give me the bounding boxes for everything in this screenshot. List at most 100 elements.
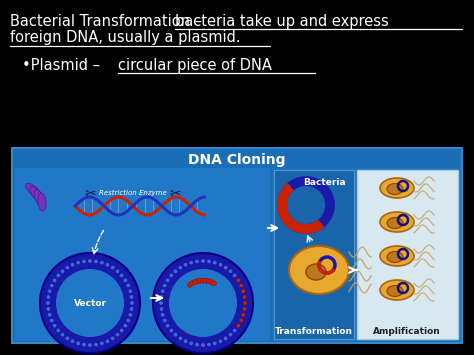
Circle shape [119, 273, 124, 278]
Text: ✂: ✂ [84, 187, 96, 201]
Circle shape [183, 339, 188, 343]
Circle shape [126, 283, 130, 288]
Circle shape [242, 307, 247, 311]
Circle shape [218, 339, 223, 343]
Circle shape [233, 328, 237, 333]
Circle shape [119, 328, 124, 333]
Circle shape [173, 333, 178, 337]
Circle shape [187, 282, 192, 287]
Circle shape [46, 301, 50, 305]
Ellipse shape [387, 184, 403, 195]
Circle shape [159, 295, 164, 299]
Text: Amplification: Amplification [373, 327, 441, 336]
Circle shape [239, 283, 244, 288]
Circle shape [82, 342, 86, 347]
Circle shape [201, 278, 206, 283]
Circle shape [224, 266, 228, 270]
Circle shape [82, 259, 86, 264]
Circle shape [241, 289, 246, 293]
Circle shape [56, 328, 61, 333]
Ellipse shape [387, 285, 403, 296]
Circle shape [60, 333, 64, 337]
Circle shape [178, 336, 182, 340]
Circle shape [70, 263, 75, 267]
Circle shape [50, 318, 54, 323]
Circle shape [56, 269, 124, 337]
Circle shape [178, 266, 182, 270]
Circle shape [228, 269, 233, 273]
Text: •Plasmid –: •Plasmid – [22, 58, 105, 73]
Text: ✂: ✂ [169, 187, 181, 201]
Text: bacteria take up and express: bacteria take up and express [175, 14, 389, 29]
Circle shape [207, 259, 211, 264]
FancyBboxPatch shape [357, 170, 458, 339]
Circle shape [203, 278, 208, 283]
Circle shape [60, 269, 64, 273]
Circle shape [115, 333, 120, 337]
Circle shape [100, 261, 104, 265]
Circle shape [56, 273, 61, 278]
Text: DNA Cloning: DNA Cloning [188, 153, 286, 167]
Circle shape [163, 283, 167, 288]
Circle shape [239, 318, 244, 323]
Circle shape [65, 336, 70, 340]
Ellipse shape [387, 251, 403, 262]
Circle shape [129, 295, 134, 299]
Circle shape [206, 279, 211, 284]
Circle shape [218, 263, 223, 267]
Circle shape [195, 279, 200, 284]
Circle shape [213, 261, 217, 265]
Circle shape [224, 336, 228, 340]
Circle shape [94, 259, 98, 264]
Circle shape [189, 261, 193, 265]
Bar [15, 168, 270, 341]
Text: Bacterial Transformation –: Bacterial Transformation – [10, 14, 207, 29]
Circle shape [159, 301, 163, 305]
Circle shape [40, 253, 140, 353]
Circle shape [195, 342, 199, 347]
Text: foreign DNA, usually a plasmid.: foreign DNA, usually a plasmid. [10, 30, 241, 45]
Circle shape [100, 341, 104, 345]
Circle shape [241, 313, 246, 317]
Circle shape [192, 280, 197, 285]
Ellipse shape [26, 184, 40, 197]
Circle shape [161, 313, 165, 317]
Circle shape [161, 289, 165, 293]
Ellipse shape [34, 190, 44, 207]
Circle shape [105, 263, 109, 267]
Circle shape [53, 278, 57, 283]
Circle shape [88, 259, 92, 263]
Text: Vector: Vector [73, 299, 107, 307]
Circle shape [128, 313, 133, 317]
Circle shape [123, 323, 128, 328]
Ellipse shape [380, 178, 414, 198]
Circle shape [76, 341, 81, 345]
Circle shape [105, 339, 109, 343]
Circle shape [189, 341, 193, 345]
Circle shape [233, 273, 237, 278]
Circle shape [163, 318, 167, 323]
Text: circular piece of DNA: circular piece of DNA [118, 58, 272, 73]
Circle shape [126, 318, 130, 323]
Circle shape [47, 313, 52, 317]
Circle shape [47, 289, 52, 293]
Ellipse shape [380, 246, 414, 266]
Circle shape [190, 281, 195, 286]
Circle shape [94, 342, 98, 347]
Circle shape [173, 269, 178, 273]
Ellipse shape [306, 264, 326, 280]
Circle shape [201, 259, 205, 263]
Circle shape [213, 341, 217, 345]
Circle shape [183, 263, 188, 267]
Circle shape [46, 295, 51, 299]
Circle shape [169, 273, 173, 278]
Ellipse shape [380, 212, 414, 232]
Circle shape [70, 339, 75, 343]
Circle shape [165, 323, 170, 328]
Circle shape [65, 266, 70, 270]
Circle shape [243, 301, 247, 305]
Circle shape [165, 278, 170, 283]
Circle shape [153, 253, 253, 353]
Circle shape [209, 280, 214, 285]
Bar [12, 148, 462, 343]
